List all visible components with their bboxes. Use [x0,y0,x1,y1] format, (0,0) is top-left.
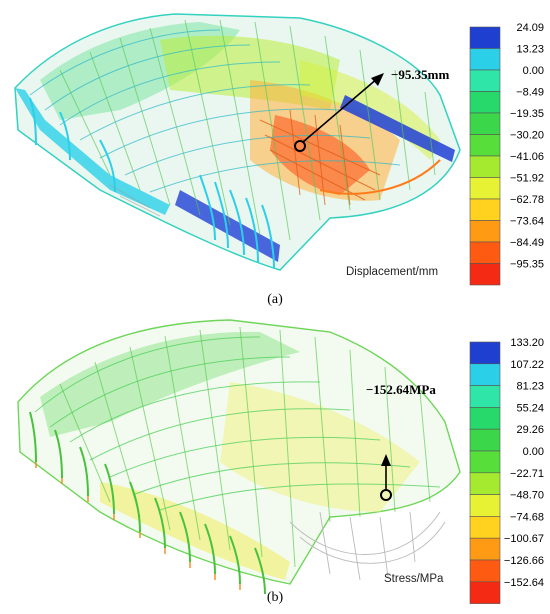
legend-value-label: −100.67 [504,533,544,545]
stress-legend-title: Stress/MPa [384,573,444,585]
legend-swatch [469,341,501,365]
max-displacement-label: −95.35mm [391,67,449,82]
legend-swatch [469,263,501,286]
legend-swatch [469,134,501,157]
max-stress-marker: −152.64MPa [366,382,436,501]
legend-value-label: −41.06 [510,151,544,163]
legend-swatch [469,428,501,452]
legend-swatch [469,559,501,583]
legend-value-label: −48.70 [510,490,544,502]
legend-swatch [469,26,501,49]
legend-swatch [469,407,501,430]
legend-value-label: −22.71 [510,468,544,480]
legend-value-label: 55.24 [516,402,544,414]
displacement-figure: −95.35mm 24.09 13.23 0.00 −8.49 −19.35 −30.20… [14,13,544,286]
max-stress-label: −152.64MPa [366,382,436,397]
legend-value-label: −62.78 [510,194,544,206]
legend-value-label: 0.00 [523,65,544,77]
legend-value-label: 24.09 [516,22,544,34]
legend-value-label: 29.26 [516,424,544,436]
legend-value-label: −84.49 [510,237,544,249]
legend-value-label: 133.20 [510,337,544,349]
caption-b: (b) [266,590,284,605]
caption-a: (a) [267,292,283,307]
legend-value-label: −152.64 [504,577,544,589]
legend-value-label: −8.49 [516,87,544,99]
displacement-color-legend: 24.09 13.23 0.00 −8.49 −19.35 −30.20 −41.06 −51… [469,22,544,286]
legend-swatch [469,177,501,200]
legend-swatch [469,537,501,561]
legend-swatch [469,220,501,243]
legend-swatch [469,241,501,264]
legend-swatch [469,385,501,408]
legend-swatch [469,198,501,221]
legend-value-label: 0.00 [523,446,544,458]
legend-value-label: −73.64 [510,216,544,228]
legend-swatch [469,48,501,71]
legend-value-label: 81.23 [516,381,544,393]
roof-structure-displacement [14,13,461,271]
legend-swatch [469,91,501,114]
legend-swatch [469,494,501,517]
stress-figure: −152.64MPa 133.20 107.22 81.23 55.24 29.26 0.… [17,319,544,604]
stress-color-legend: 133.20 107.22 81.23 55.24 29.26 0.00 −22.71 −48… [469,337,544,604]
legend-swatch [469,112,501,135]
legend-swatch [469,516,501,539]
legend-value-label: −30.20 [510,130,544,142]
legend-swatch [469,155,501,178]
legend-swatch [469,69,501,92]
panel-a-displacement: −95.35mm 24.09 13.23 0.00 −8.49 −19.35 −30.20… [14,13,544,307]
legend-value-label: −51.92 [510,173,544,185]
legend-swatch [469,581,501,604]
legend-swatch [469,450,501,474]
legend-value-label: −74.68 [510,511,544,523]
legend-value-label: −95.35 [510,259,544,271]
legend-swatch [469,363,501,386]
legend-value-label: 107.22 [510,359,544,371]
legend-swatch [469,472,501,495]
legend-value-label: 13.23 [516,44,544,56]
legend-value-label: −19.35 [510,108,544,120]
panel-b-stress: −152.64MPa 133.20 107.22 81.23 55.24 29.26 0.… [0,312,550,614]
max-displacement-marker: −95.35mm [294,67,449,152]
roof-structure-stress [17,319,461,595]
displacement-legend-title: Displacement/mm [346,266,438,278]
legend-value-label: −126.66 [504,555,544,567]
